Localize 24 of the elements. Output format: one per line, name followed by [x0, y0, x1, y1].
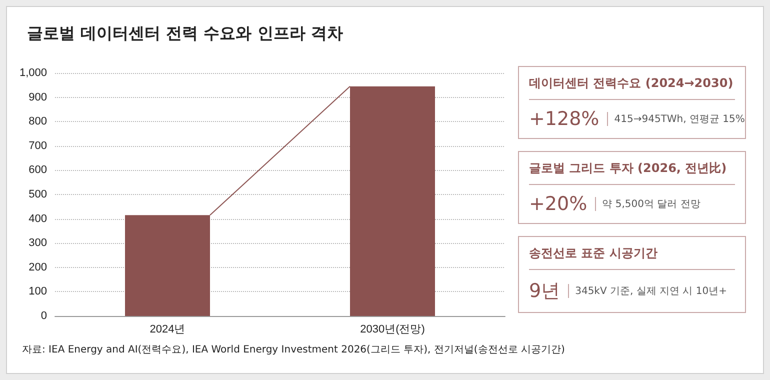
y-tick-label: 0 — [40, 310, 47, 322]
y-tick-label: 700 — [28, 140, 47, 152]
text: +128% — [529, 108, 600, 130]
y-tick-label: 800 — [28, 116, 47, 128]
text: 송전선로 표준 시공기간 — [529, 245, 735, 270]
y-tick-label: 200 — [28, 261, 47, 274]
x-tick-label: 2030년(전망) — [360, 324, 425, 336]
text: 345kV 기준, 실제 지연 시 10년+ — [568, 284, 727, 298]
y-tick-label: 400 — [28, 212, 47, 225]
y-tick-label: 100 — [28, 286, 47, 298]
text: 약 5,500억 달러 전망 — [595, 197, 700, 211]
y-tick-label: 900 — [28, 91, 47, 104]
x-tick-label: 2024년 — [150, 324, 186, 336]
text: 자료: IEA Energy and AI(전력수요), IEA World Energy Investment 2026(그리드 투자), 전기저널(송전선로 시공기간) — [22, 344, 565, 356]
y-tick-label: 1,000 — [19, 67, 47, 79]
text: 글로벌 그리드 투자 (2026, 전년比) — [529, 160, 735, 185]
y-tick-label: 500 — [28, 188, 47, 200]
text: 9년 — [529, 279, 560, 304]
y-tick-label: 300 — [28, 237, 47, 250]
chart-title: 글로벌 데이터센터 전력 수요와 인프라 격차 — [27, 24, 343, 42]
y-tick-label: 600 — [28, 164, 47, 176]
text: 415→945TWh, 연평균 15% — [607, 112, 745, 126]
text: +20% — [529, 193, 588, 215]
text: 데이터센터 전력수요 (2024→2030) — [529, 75, 735, 100]
